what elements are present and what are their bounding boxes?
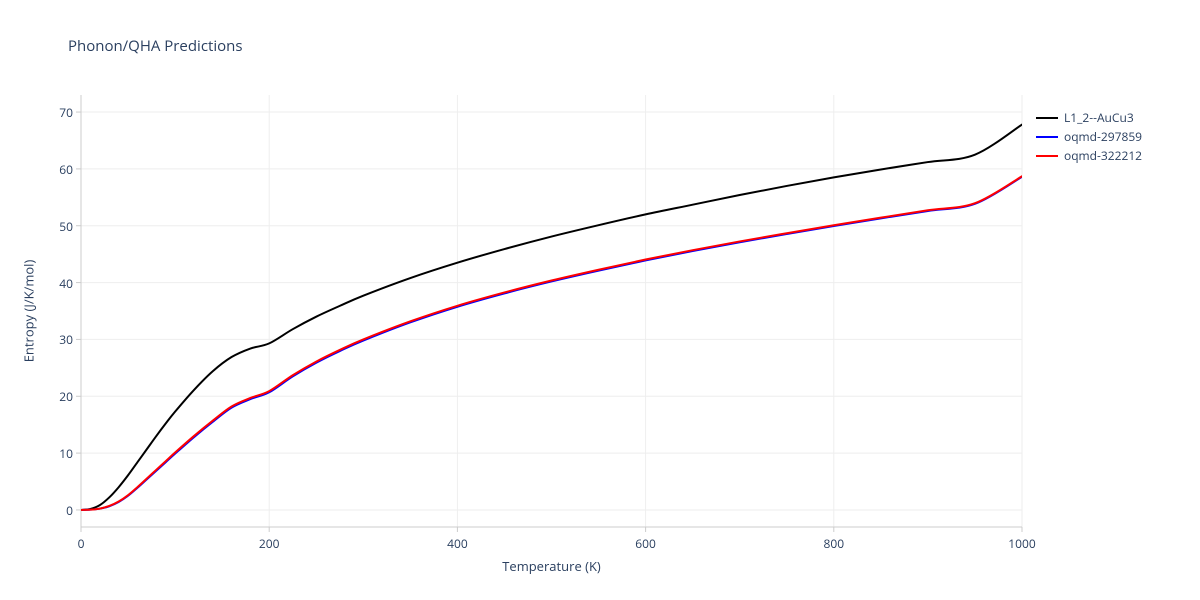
y-tick-label: 0 <box>66 502 73 519</box>
legend-item-1[interactable]: oqmd-297859 <box>1036 127 1142 146</box>
series-line-1[interactable] <box>81 177 1022 510</box>
legend-label: oqmd-322212 <box>1064 147 1142 164</box>
y-tick-label: 10 <box>59 445 73 462</box>
x-tick-label: 800 <box>819 535 849 552</box>
legend-item-0[interactable]: L1_2--AuCu3 <box>1036 108 1142 127</box>
x-tick-label: 200 <box>254 535 284 552</box>
legend-label: L1_2--AuCu3 <box>1064 109 1134 126</box>
plot-svg <box>0 0 1200 600</box>
series-line-2[interactable] <box>81 176 1022 510</box>
legend: L1_2--AuCu3 oqmd-297859 oqmd-322212 <box>1036 108 1142 165</box>
x-tick-label: 0 <box>66 535 96 552</box>
series-line-0[interactable] <box>81 125 1022 510</box>
y-tick-label: 30 <box>59 331 73 348</box>
x-axis-label: Temperature (K) <box>81 557 1022 575</box>
legend-item-2[interactable]: oqmd-322212 <box>1036 146 1142 165</box>
x-tick-label: 400 <box>442 535 472 552</box>
y-tick-label: 50 <box>59 218 73 235</box>
y-tick-label: 40 <box>59 275 73 292</box>
x-tick-label: 1000 <box>1007 535 1037 552</box>
x-tick-label: 600 <box>631 535 661 552</box>
legend-swatch <box>1036 136 1058 138</box>
y-axis-label-wrap: Entropy (J/K/mol) <box>18 95 38 527</box>
y-tick-label: 70 <box>59 104 73 121</box>
y-tick-label: 60 <box>59 161 73 178</box>
legend-swatch <box>1036 117 1058 119</box>
legend-label: oqmd-297859 <box>1064 128 1142 145</box>
legend-swatch <box>1036 155 1058 157</box>
chart-container: Phonon/QHA Predictions Entropy (J/K/mol)… <box>0 0 1200 600</box>
y-tick-label: 20 <box>59 388 73 405</box>
y-axis-label: Entropy (J/K/mol) <box>19 260 37 363</box>
